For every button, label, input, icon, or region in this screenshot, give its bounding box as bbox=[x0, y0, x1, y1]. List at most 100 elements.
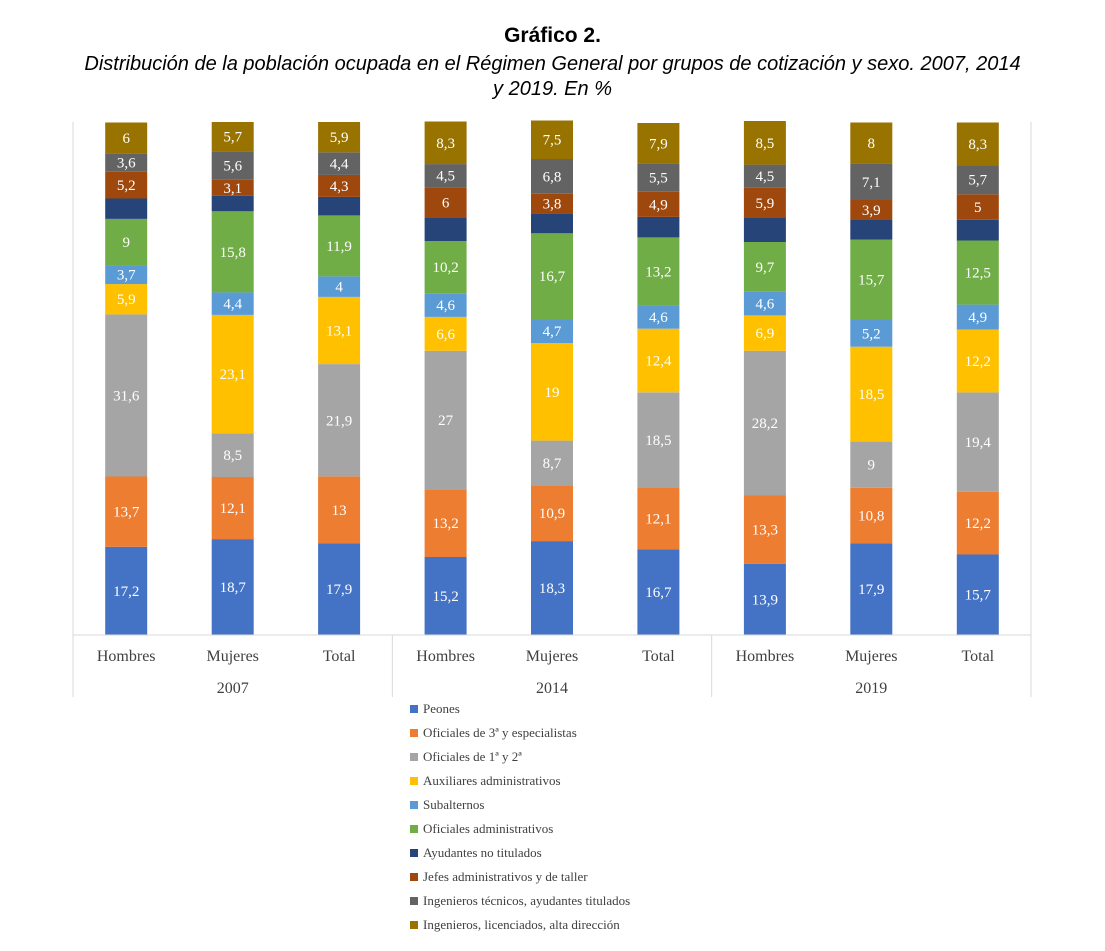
bar-stack-5: 18,3 10,9 8,7 19 4,7 16,7 3,8 6,8 7,5 bbox=[531, 120, 573, 635]
bar-segment bbox=[424, 217, 467, 241]
bar-segment bbox=[956, 240, 999, 305]
bar-segment bbox=[531, 319, 573, 344]
chart-subtitle: Distribución de la población ocupada en … bbox=[0, 52, 1105, 102]
bar-stack-8: 17,9 10,8 9 18,5 5,2 15,7 3,9 7,1 8 bbox=[850, 122, 893, 635]
data-label: 4,6 bbox=[436, 298, 455, 314]
bar-segment bbox=[956, 304, 999, 330]
data-label: 12,4 bbox=[645, 354, 672, 370]
data-label: 17,9 bbox=[326, 582, 352, 598]
bar-segment bbox=[105, 265, 148, 285]
bar-segment bbox=[211, 180, 254, 196]
bar-segment bbox=[850, 441, 893, 488]
group-label: 2007 bbox=[217, 680, 249, 697]
data-label: 31,6 bbox=[113, 388, 140, 404]
data-label: 12,1 bbox=[645, 511, 671, 527]
bar-segment bbox=[211, 195, 254, 212]
bar-segment bbox=[531, 233, 573, 319]
bar-segment bbox=[637, 487, 680, 550]
bar-segment bbox=[637, 305, 680, 329]
bar-stack-4: 15,2 13,2 27 6,6 4,6 10,2 6 4,5 8,3 bbox=[424, 121, 467, 635]
data-label: 9 bbox=[122, 235, 130, 251]
legend-item: Auxiliares administrativos bbox=[410, 773, 561, 788]
data-label: 28,2 bbox=[752, 416, 778, 432]
bar-segment bbox=[211, 292, 254, 315]
bar-segment bbox=[743, 164, 786, 188]
legend-swatch bbox=[410, 825, 418, 833]
data-label: 13,1 bbox=[326, 324, 352, 340]
chart-title: Gráfico 2. bbox=[504, 24, 601, 47]
bar-segment bbox=[850, 487, 893, 544]
legend-swatch bbox=[410, 705, 418, 713]
bar-segment bbox=[531, 193, 573, 214]
bar-segment bbox=[105, 546, 148, 635]
data-label: 23,1 bbox=[220, 367, 246, 383]
bar-stack-7: 13,9 13,3 28,2 6,9 4,6 9,7 5,9 4,5 8,5 bbox=[743, 121, 786, 635]
data-label: 6,8 bbox=[543, 169, 562, 185]
bar-segment bbox=[637, 163, 680, 192]
data-label: 5,9 bbox=[330, 130, 349, 146]
bar-segment bbox=[105, 219, 148, 266]
bar-segment bbox=[637, 392, 680, 488]
data-label: 4,5 bbox=[756, 169, 775, 185]
bar-segment bbox=[637, 549, 680, 635]
bar-segment bbox=[105, 476, 148, 547]
bar-segment bbox=[318, 276, 361, 297]
data-label: 4,9 bbox=[968, 310, 987, 326]
bar-stack-6: 16,7 12,1 18,5 12,4 4,6 13,2 4,9 5,5 7,9 bbox=[637, 123, 680, 635]
data-label: 16,7 bbox=[645, 585, 672, 601]
legend-swatch bbox=[410, 897, 418, 905]
data-label: 16,7 bbox=[539, 269, 566, 285]
bar-segment bbox=[318, 152, 361, 175]
bar-segment bbox=[531, 158, 573, 194]
data-label: 12,5 bbox=[965, 266, 991, 282]
bar-segment bbox=[211, 539, 254, 635]
data-label: 18,3 bbox=[539, 581, 565, 597]
bar-segment bbox=[211, 211, 254, 293]
data-label: 5,2 bbox=[117, 178, 136, 194]
legend-item: Ayudantes no titulados bbox=[410, 845, 542, 860]
x-tick-label: Hombres bbox=[97, 648, 156, 665]
bar-segment bbox=[743, 217, 786, 242]
legend-label: Ayudantes no titulados bbox=[423, 845, 542, 860]
bar-segment bbox=[318, 215, 361, 277]
bar-segment bbox=[850, 163, 893, 200]
data-label: 8,5 bbox=[756, 136, 775, 152]
data-label: 3,7 bbox=[117, 268, 136, 284]
data-label: 4,7 bbox=[543, 324, 562, 340]
legend-item: Ingenieros técnicos, ayudantes titulados bbox=[410, 893, 630, 908]
data-label: 3,9 bbox=[862, 203, 881, 219]
legend-swatch bbox=[410, 873, 418, 881]
data-label: 3,1 bbox=[223, 181, 242, 197]
data-label: 6,9 bbox=[756, 326, 775, 342]
bar-segment bbox=[105, 314, 148, 477]
bar-segment bbox=[424, 121, 467, 165]
data-label: 15,2 bbox=[432, 589, 458, 605]
bar-segment bbox=[318, 296, 361, 365]
data-label: 27 bbox=[438, 413, 454, 429]
data-label: 15,8 bbox=[220, 245, 246, 261]
data-label: 10,9 bbox=[539, 506, 565, 522]
bar-segment bbox=[424, 293, 467, 317]
legend-label: Ingenieros técnicos, ayudantes titulados bbox=[423, 893, 630, 908]
bar-segment bbox=[850, 239, 893, 320]
data-label: 9,7 bbox=[756, 260, 775, 276]
bar-segment bbox=[956, 491, 999, 555]
data-label: 4 bbox=[335, 280, 343, 296]
data-label: 15,7 bbox=[965, 588, 992, 604]
data-label: 5,5 bbox=[649, 171, 668, 187]
legend-item: Jefes administrativos y de taller bbox=[410, 869, 588, 884]
legend-label: Ingenieros, licenciados, alta dirección bbox=[423, 917, 620, 932]
data-label: 17,9 bbox=[858, 582, 884, 598]
legend-swatch bbox=[410, 849, 418, 857]
data-label: 6 bbox=[122, 131, 130, 147]
bar-segment bbox=[743, 350, 786, 496]
data-label: 4,4 bbox=[223, 297, 242, 313]
data-label: 5,9 bbox=[756, 196, 775, 212]
bar-stack-3: 17,9 13 21,9 13,1 4 11,9 4,3 4,4 5,9 bbox=[318, 122, 361, 635]
bar-segment bbox=[424, 187, 467, 218]
data-label: 5,7 bbox=[223, 130, 242, 146]
x-tick-label: Total bbox=[961, 648, 994, 665]
data-label: 19,4 bbox=[965, 435, 992, 451]
data-label: 13 bbox=[332, 503, 347, 519]
